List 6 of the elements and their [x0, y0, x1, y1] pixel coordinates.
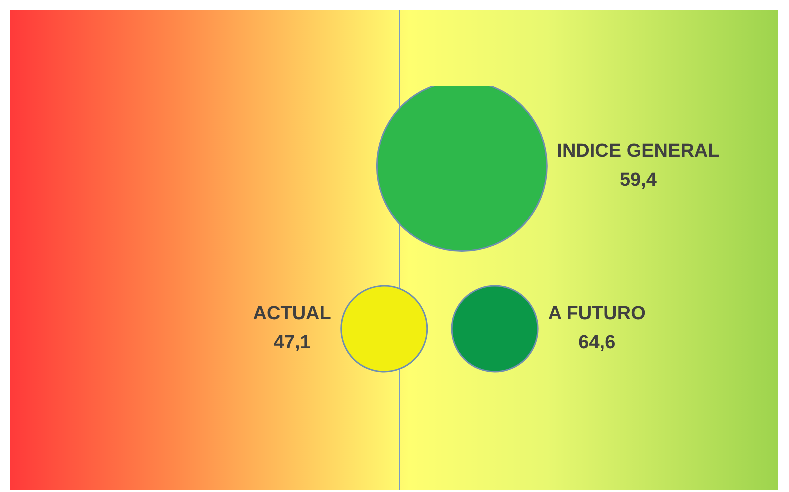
- category-label: INDICE GENERAL: [557, 140, 720, 162]
- data-label: 47,1: [274, 332, 312, 354]
- data-label: 64,6: [578, 332, 616, 354]
- data-label: 59,4: [620, 170, 658, 191]
- category-label: A FUTURO: [548, 304, 646, 325]
- category-label: ACTUAL: [253, 304, 332, 325]
